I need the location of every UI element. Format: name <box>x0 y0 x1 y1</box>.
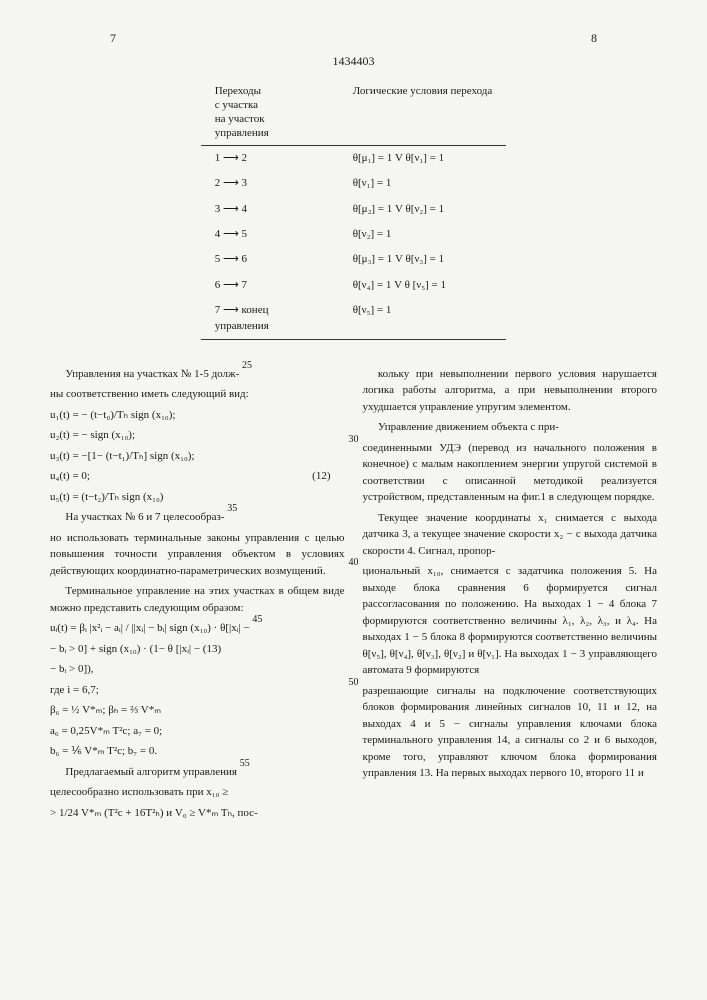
cell-transition: 3 ⟶ 4 <box>201 197 339 222</box>
cell-condition: θ[ν₅] = 1 <box>339 298 507 339</box>
text: но использовать терминальные законы упра… <box>50 530 345 580</box>
th-right: Логические условия перехода <box>339 80 507 146</box>
left-column: Управления на участках № 1-5 долж- 25 ны… <box>50 366 345 826</box>
equation: − bᵢ > 0] + sign (x₁₀) · (1− θ [|xᵢ| − (… <box>50 641 345 658</box>
text: Текущее значение координаты x₁ снимается… <box>363 512 658 557</box>
cell-condition: θ[μ₃] = 1 V θ[ν₃] = 1 <box>339 247 507 272</box>
equation: uᵢ(t) = βᵢ |x²ᵢ − aᵢ| / ||xᵢ| − bᵢ| sign… <box>50 622 250 634</box>
cell-condition: θ[ν₄] = 1 V θ [ν₅] = 1 <box>339 273 507 298</box>
text: разрешающие сигналы на подключение соотв… <box>363 685 658 780</box>
line-num: 45 <box>252 614 262 625</box>
text: где i = 6,7; <box>50 682 345 699</box>
table-row: 1 ⟶ 2θ[μ₁] = 1 V θ[ν₁] = 1 <box>201 145 507 171</box>
equation: u₅(t) = (t−t₂)/Tₕ sign (x₁₀) <box>50 489 345 506</box>
cell-transition: 6 ⟶ 7 <box>201 273 339 298</box>
cell-condition: θ[μ₂] = 1 V θ[ν₂] = 1 <box>339 197 507 222</box>
page-num-left: 7 <box>110 30 116 47</box>
table-row: 7 ⟶ конецуправленияθ[ν₅] = 1 <box>201 298 507 339</box>
cell-condition: θ[ν₂] = 1 <box>339 222 507 247</box>
equation: > 1/24 V*ₘ (T²c + 16T²ₕ) и V₀ ≥ V*ₘ Tₕ, … <box>50 805 345 822</box>
table-row: 5 ⟶ 6θ[μ₃] = 1 V θ[ν₃] = 1 <box>201 247 507 272</box>
right-column: кольку при невыполнении первого условия … <box>363 366 658 826</box>
line-num: 35 <box>227 503 237 514</box>
th-left: Переходы с участка на участок управления <box>201 80 339 146</box>
transition-table: Переходы с участка на участок управления… <box>201 80 507 350</box>
cell-transition: 1 ⟶ 2 <box>201 145 339 171</box>
text: ны соответственно иметь следующий вид: <box>50 386 345 403</box>
text: циональный x₁₀, снимается с задатчика по… <box>363 565 658 676</box>
equation: b₆ = ⅙ V*ₘ T²c; b₇ = 0. <box>50 743 345 760</box>
text: На участках № 6 и 7 целесообраз- <box>65 511 224 523</box>
text: Управление движением объекта с при- <box>378 421 559 433</box>
text: соединенными УДЭ (перевод из начального … <box>363 442 658 504</box>
page-num-right: 8 <box>591 30 597 47</box>
table-row: 2 ⟶ 3θ[ν₁] = 1 <box>201 171 507 196</box>
text: Терминальное управление на этих участках… <box>50 583 345 616</box>
equation: − bᵢ > 0]), <box>50 661 345 678</box>
cell-transition: 4 ⟶ 5 <box>201 222 339 247</box>
equation: u₃(t) = −[1− (t−t₁)/Tₕ] sign (x₁₀); <box>50 448 345 465</box>
equation: β₆ = ½ V*ₘ; βₕ = ⅔ V*ₘ <box>50 702 345 719</box>
text: Управления на участках № 1-5 долж- <box>65 368 239 380</box>
text: Предлагаемый алгоритм управления <box>65 766 237 778</box>
cell-transition: 2 ⟶ 3 <box>201 171 339 196</box>
cell-condition: θ[ν₁] = 1 <box>339 171 507 196</box>
table-row: 3 ⟶ 4θ[μ₂] = 1 V θ[ν₂] = 1 <box>201 197 507 222</box>
equation: a₆ = 0,25V*ₘ T²c; a₇ = 0; <box>50 723 345 740</box>
text: кольку при невыполнении первого условия … <box>363 366 658 416</box>
eq-num: (12) <box>312 468 330 485</box>
cell-condition: θ[μ₁] = 1 V θ[ν₁] = 1 <box>339 145 507 171</box>
cell-transition: 5 ⟶ 6 <box>201 247 339 272</box>
line-num: 25 <box>242 360 252 371</box>
line-num: 55 <box>240 758 250 769</box>
equation: u₄(t) = 0; <box>50 470 90 482</box>
text: целесообразно использовать при x₁₀ ≥ <box>50 784 345 801</box>
equation: u₂(t) = − sign (x₁₀); <box>50 427 345 444</box>
cell-transition: 7 ⟶ конецуправления <box>201 298 339 339</box>
table-row: 6 ⟶ 7θ[ν₄] = 1 V θ [ν₅] = 1 <box>201 273 507 298</box>
table-row: 4 ⟶ 5θ[ν₂] = 1 <box>201 222 507 247</box>
patent-number: 1434403 <box>50 53 657 70</box>
equation: u₁(t) = − (t−t₀)/Tₕ sign (x₁₀); <box>50 407 345 424</box>
